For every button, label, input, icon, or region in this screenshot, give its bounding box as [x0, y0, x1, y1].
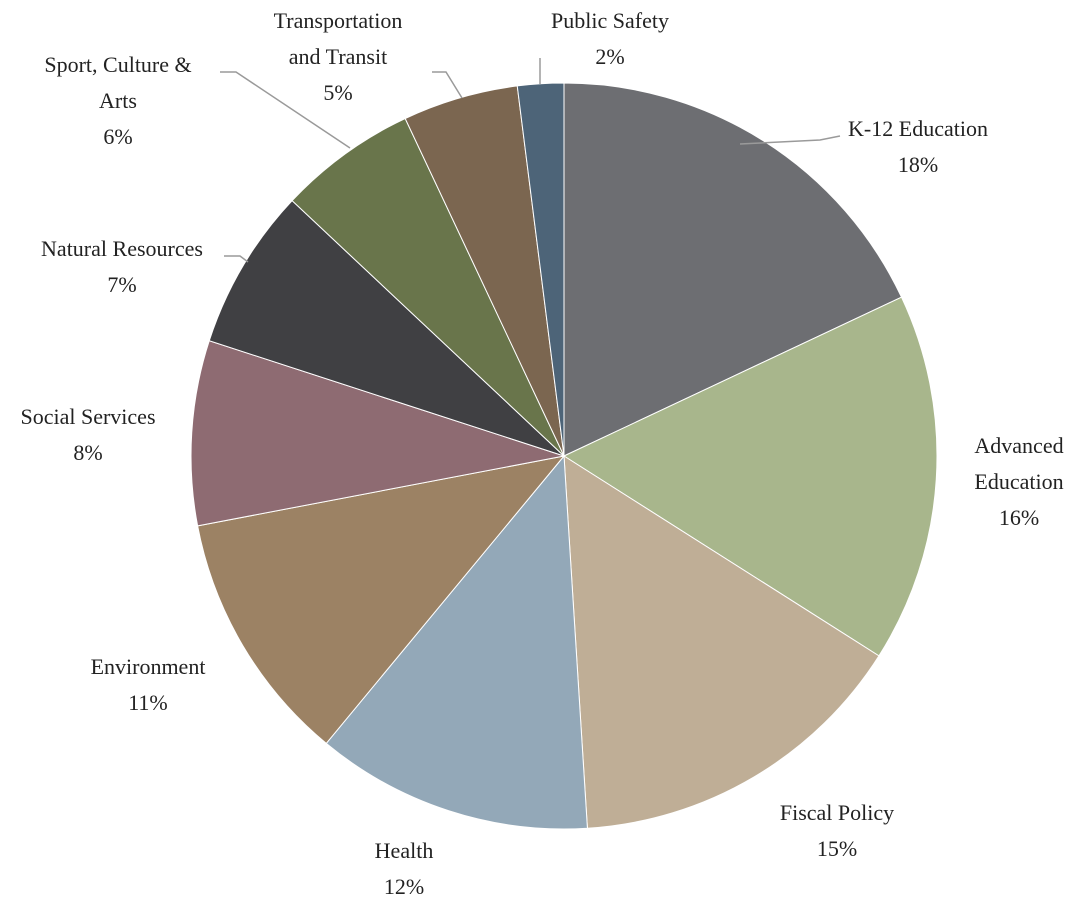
slice-label-line: 2% — [595, 44, 624, 69]
slice-label-line: Public Safety — [551, 8, 669, 33]
slice-label-line: 11% — [128, 690, 168, 715]
slice-label-line: Social Services — [20, 404, 155, 429]
slice-label-sport-culture-arts: Sport, Culture & Arts 6% — [44, 52, 191, 149]
slice-label-line: Natural Resources — [41, 236, 203, 261]
slice-label-line: and Transit — [289, 44, 387, 69]
slice-label-transportation-and-transit: Transportation and Transit 5% — [274, 8, 403, 105]
slice-label-natural-resources: Natural Resources 7% — [41, 236, 203, 297]
pie-slice-natural-resources — [208, 199, 565, 457]
leader-line-transportation-and-transit — [432, 71, 463, 99]
leader-line-sport-culture-arts — [220, 71, 351, 149]
slice-label-line: Arts — [99, 88, 137, 113]
slice-label-line: Transportation — [274, 8, 403, 33]
slice-label-environment: Environment 11% — [91, 654, 206, 715]
pie-slice-k-12-education — [563, 82, 903, 457]
slice-label-public-safety: Public Safety 2% — [551, 8, 669, 69]
leader-line-natural-resources — [224, 255, 249, 263]
slice-label-k-12-education: K-12 Education 18% — [848, 116, 988, 177]
pie-slice-social-services — [190, 340, 565, 527]
slice-label-line: 8% — [73, 440, 102, 465]
slice-label-line: 15% — [817, 836, 857, 861]
pie-slice-sport-culture-arts — [291, 117, 565, 457]
slice-label-advanced-education: Advanced Education 16% — [974, 433, 1063, 530]
slice-label-line: 6% — [103, 124, 132, 149]
slice-label-social-services: Social Services 8% — [20, 404, 155, 465]
leader-lines — [220, 58, 841, 263]
slice-label-line: 7% — [107, 272, 136, 297]
leader-line-k-12-education — [739, 135, 841, 145]
slice-label-line: Fiscal Policy — [780, 800, 894, 825]
pie-slices — [190, 82, 938, 830]
slice-label-line: Health — [375, 838, 434, 863]
pie-slice-advanced-education — [562, 296, 938, 657]
slice-label-line: 12% — [384, 874, 424, 899]
slice-label-health: Health 12% — [375, 838, 434, 899]
slice-label-line: Sport, Culture & — [44, 52, 191, 77]
slice-labels: K-12 Education 18% Advanced Education 16% Fis… — [20, 8, 1063, 899]
slice-label-fiscal-policy: Fiscal Policy 15% — [780, 800, 894, 861]
slice-label-line: Advanced — [974, 433, 1063, 458]
slice-label-line: Education — [974, 469, 1063, 494]
pie-slice-health — [325, 454, 588, 830]
pie-slice-fiscal-policy — [563, 455, 880, 829]
slice-label-line: 16% — [999, 505, 1039, 530]
slice-label-line: K-12 Education — [848, 116, 988, 141]
slice-label-line: Environment — [91, 654, 206, 679]
pie-slice-environment — [197, 455, 566, 745]
slice-label-line: 18% — [898, 152, 938, 177]
slice-label-line: 5% — [323, 80, 352, 105]
